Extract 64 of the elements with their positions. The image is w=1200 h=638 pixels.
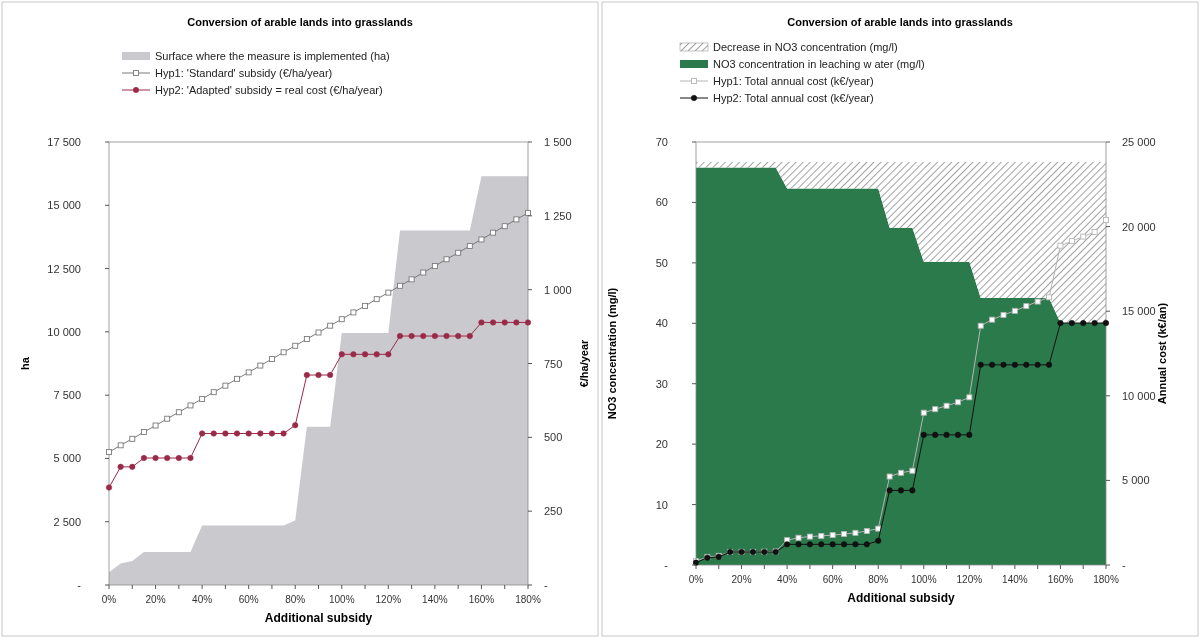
x-tick-label: 40% <box>192 594 213 605</box>
legend-label: Hyp1: 'Standard' subsidy (€/ha/year) <box>155 67 333 79</box>
x-tick-label: 0% <box>101 594 117 605</box>
x-tick-label: 120% <box>375 594 402 605</box>
y-axis-title: NO3 concentration (mg/l) <box>606 287 618 420</box>
x-tick-label: 20% <box>731 574 752 585</box>
x-tick-label: 60% <box>822 574 843 585</box>
x-axis-title: Additional subsidy <box>264 611 373 625</box>
x-tick-label: 140% <box>1002 574 1028 585</box>
y2-tick-label: 1 000 <box>544 283 572 296</box>
y-tick-label: - <box>77 579 82 591</box>
y2-axis-title: Annual cost (k€/an) <box>1156 302 1168 405</box>
legend-label: Decrease in NO3 concentration (mg/l) <box>713 41 898 53</box>
y-tick-label: 10 000 <box>47 325 81 338</box>
x-tick-label: 20% <box>145 594 166 605</box>
y-tick-label: 5 000 <box>53 452 81 465</box>
y2-tick-label: 15 000 <box>1122 305 1156 318</box>
y2-tick-label: 1 250 <box>544 209 572 222</box>
y-tick-label: 17 500 <box>47 136 81 148</box>
y2-tick-label: 25 000 <box>1122 136 1156 148</box>
y-tick-label: 20 <box>655 438 668 451</box>
y-tick-label: 70 <box>655 136 668 148</box>
y-axis-title: ha <box>19 356 31 370</box>
chart-title: Conversion of arable lands into grasslands <box>787 16 1013 28</box>
x-tick-label: 140% <box>422 594 448 605</box>
x-tick-label: 160% <box>468 594 495 605</box>
legend-label: Hyp2: 'Adapted' subsidy = real cost (€/ha/year) <box>155 84 383 96</box>
y-tick-label: 15 000 <box>47 199 81 212</box>
x-tick-label: 80% <box>868 574 889 585</box>
x-tick-label: 120% <box>956 574 983 585</box>
x-tick-label: 0% <box>688 574 704 585</box>
x-axis-title: Additional subsidy <box>847 591 955 605</box>
y2-tick-label: 750 <box>544 357 563 370</box>
y-tick-label: 60 <box>655 196 668 209</box>
y-tick-label: 2 500 <box>53 515 81 528</box>
legend-label: Hyp1: Total annual cost (k€/year) <box>713 75 874 87</box>
legend-label: Hyp2: Total annual cost (k€/year) <box>713 92 874 104</box>
y-tick-label: 12 500 <box>47 262 81 275</box>
y-tick-label: 7 500 <box>53 389 81 402</box>
x-tick-label: 180% <box>515 594 541 605</box>
x-tick-label: 40% <box>777 574 798 585</box>
y2-axis-title: €/ha/year <box>578 338 590 388</box>
y2-tick-label: 10 000 <box>1122 389 1156 402</box>
y-tick-label: 10 <box>655 498 668 511</box>
x-tick-label: 100% <box>328 594 355 605</box>
x-tick-label: 60% <box>238 594 259 605</box>
legend-label: NO3 concentration in leaching w ater (mg/l) <box>713 58 925 70</box>
y-tick-label: 30 <box>655 377 668 390</box>
x-tick-label: 180% <box>1093 574 1119 585</box>
y2-tick-label: 250 <box>544 505 563 518</box>
y2-tick-label: 1 500 <box>544 136 572 148</box>
y2-tick-label: - <box>1122 559 1126 571</box>
y-tick-label: - <box>664 559 669 571</box>
x-tick-label: 80% <box>285 594 306 605</box>
y2-tick-label: 5 000 <box>1122 474 1150 487</box>
y2-tick-label: 20 000 <box>1122 220 1156 233</box>
x-tick-label: 160% <box>1047 574 1074 585</box>
y2-tick-label: - <box>544 579 548 591</box>
y-tick-label: 40 <box>655 317 668 330</box>
y2-tick-label: 500 <box>544 431 563 444</box>
x-tick-label: 100% <box>910 574 937 585</box>
y-tick-label: 50 <box>655 256 668 269</box>
legend-label: Surface where the measure is implemented (ha) <box>155 50 390 62</box>
chart-title: Conversion of arable lands into grasslands <box>187 16 413 28</box>
